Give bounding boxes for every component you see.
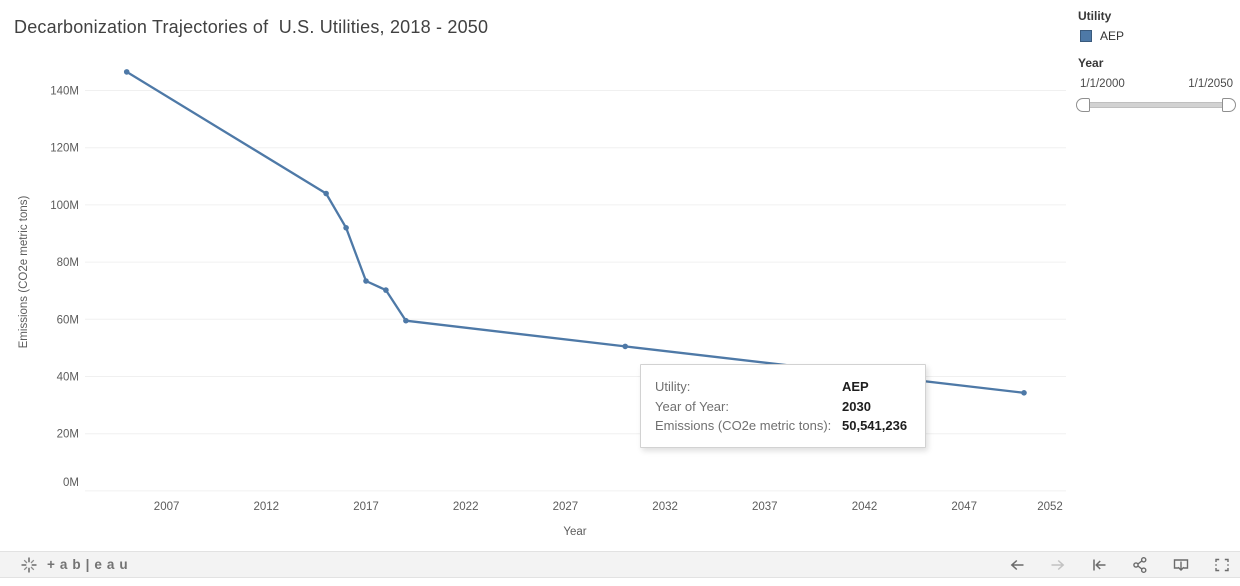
tooltip-row: Year of Year: 2030 (655, 397, 911, 417)
tableau-sparkle-icon (21, 557, 37, 572)
chart-title: Decarbonization Trajectories of U.S. Uti… (14, 17, 489, 37)
data-point-2015[interactable] (323, 190, 329, 197)
replay-button[interactable] (1089, 555, 1109, 575)
y-tick-label: 140M (50, 86, 79, 98)
tooltip-row: Utility: AEP (655, 377, 911, 397)
data-point-2005[interactable] (123, 69, 130, 75)
y-tick-label: 40M (57, 372, 79, 384)
data-point-2018[interactable] (383, 287, 389, 293)
year-filter-range: 1/1/2000 1/1/2050 (1080, 78, 1233, 90)
data-point-2050[interactable] (1021, 390, 1027, 396)
x-tick-label: 2042 (852, 501, 878, 513)
toolbar-buttons (1007, 555, 1232, 575)
tableau-logo[interactable]: +ab|eau (20, 556, 133, 574)
tooltip-label: Emissions (CO2e metric tons): (655, 418, 832, 433)
x-tick-label: 2052 (1037, 501, 1063, 513)
data-point-2030[interactable] (622, 343, 628, 350)
share-button[interactable] (1130, 555, 1150, 575)
y-tick-label: 60M (57, 314, 79, 326)
tableau-wordmark: +ab|eau (47, 557, 133, 572)
x-tick-label: 2017 (353, 501, 379, 513)
year-filter-min-label: 1/1/2000 (1080, 78, 1125, 90)
legend-item-label: AEP (1100, 29, 1125, 43)
fullscreen-icon (1215, 558, 1229, 571)
tooltip-value: 50,541,236 (842, 418, 908, 433)
redo-button[interactable] (1048, 555, 1068, 575)
chart-svg[interactable]: 0M 20M 40M 60M 80M 100M 120M 140M 2007 2012 2017 20… (0, 0, 1070, 545)
undo-icon (1010, 559, 1024, 570)
tooltip-label: Utility: (655, 379, 691, 394)
y-axis-title: Emissions (CO2e metric tons) (18, 195, 30, 348)
tableau-toolbar: +ab|eau (0, 551, 1240, 578)
x-axis-title: Year (563, 526, 586, 538)
share-icon (1133, 556, 1147, 573)
undo-button[interactable] (1007, 555, 1027, 575)
data-point-2016[interactable] (343, 225, 349, 231)
legend-swatch (1080, 30, 1092, 42)
x-tick-label: 2007 (154, 501, 180, 513)
trend-line-aep[interactable] (126, 70, 1025, 394)
x-tick-label: 2022 (453, 501, 479, 513)
y-tick-label: 20M (57, 429, 79, 441)
x-tick-label: 2037 (752, 501, 778, 513)
replay-icon (1093, 559, 1106, 570)
legend-title: Utility (1078, 9, 1112, 23)
year-slider-left-handle[interactable] (1076, 98, 1090, 112)
y-tick-label: 0M (63, 477, 79, 489)
fullscreen-button[interactable] (1212, 555, 1232, 575)
y-tick-label: 120M (50, 143, 79, 155)
download-icon (1173, 558, 1189, 571)
tooltip-label: Year of Year: (655, 398, 729, 414)
tooltip-value: 2030 (842, 398, 871, 414)
tooltip-value: AEP (842, 379, 869, 394)
year-filter-title: Year (1078, 56, 1104, 70)
y-tick-label: 100M (50, 200, 79, 212)
tooltip: Utility: AEP Year of Year: 2030 Emission… (640, 364, 926, 448)
legend-item-aep[interactable]: AEP (1080, 29, 1124, 43)
y-tick-label: 80M (57, 257, 79, 269)
year-slider-track[interactable] (1084, 102, 1231, 108)
x-tick-label: 2032 (652, 501, 678, 513)
x-tick-label: 2047 (951, 501, 977, 513)
download-button[interactable] (1171, 555, 1191, 575)
x-tick-label: 2012 (254, 501, 280, 513)
redo-icon (1051, 559, 1065, 570)
tooltip-row: Emissions (CO2e metric tons): 50,541,236 (655, 416, 911, 436)
year-filter-max-label: 1/1/2050 (1188, 78, 1233, 90)
x-tick-label: 2027 (553, 501, 579, 513)
data-point-2017[interactable] (363, 278, 369, 284)
year-slider-right-handle[interactable] (1222, 98, 1236, 112)
data-point-2019[interactable] (403, 317, 409, 324)
